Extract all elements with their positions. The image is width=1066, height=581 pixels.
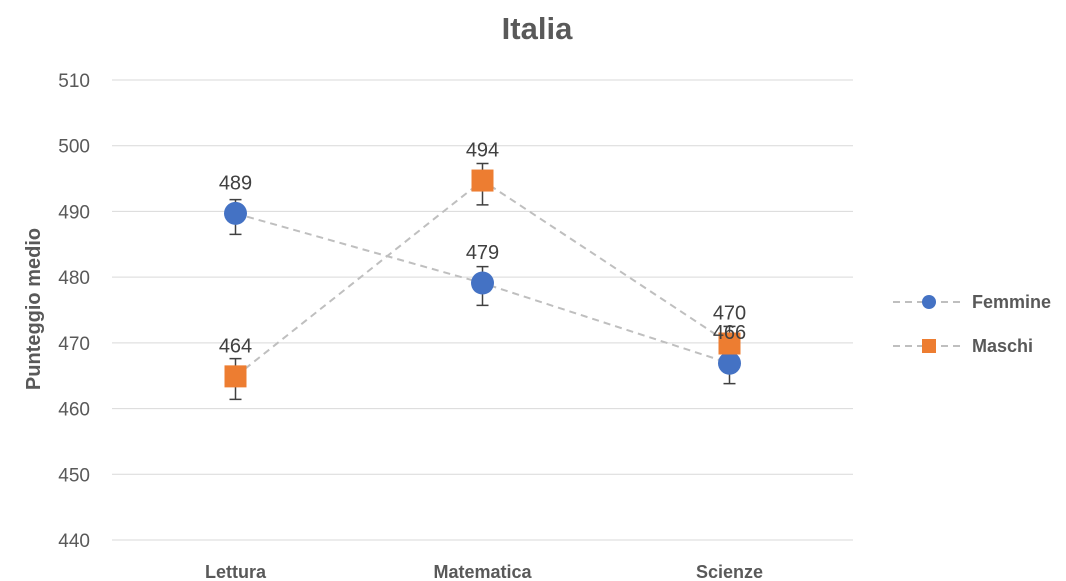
y-axis-label: Punteggio medio <box>23 228 45 390</box>
chart-title: Italia <box>502 11 573 46</box>
data-point-femmine <box>718 351 741 375</box>
y-tick-label: 450 <box>58 465 90 486</box>
data-label: 489 <box>219 172 252 194</box>
x-tick-label: Scienze <box>696 562 763 581</box>
y-tick-label: 500 <box>58 137 90 158</box>
y-tick-label: 490 <box>58 202 90 223</box>
data-point-femmine <box>471 271 494 295</box>
legend-marker-femmine <box>922 295 936 309</box>
legend-marker-maschi <box>922 339 936 353</box>
legend-label: Femmine <box>972 292 1051 312</box>
legend: Femmine Maschi <box>893 292 1051 356</box>
data-point-maschi <box>224 365 247 388</box>
y-tick-label: 470 <box>58 334 90 355</box>
legend-label: Maschi <box>972 336 1033 356</box>
data-label: 494 <box>466 140 499 162</box>
x-tick-label: Lettura <box>205 562 267 581</box>
data-label: 479 <box>466 242 499 264</box>
y-axis-ticks: 510 500 490 480 470 460 450 440 <box>58 71 90 552</box>
data-label: 466 <box>713 322 746 344</box>
data-point-maschi <box>718 332 741 355</box>
data-point-maschi <box>471 169 494 192</box>
y-tick-label: 480 <box>58 268 90 289</box>
x-tick-label: Matematica <box>433 562 532 581</box>
x-axis-ticks: Lettura Matematica Scienze <box>205 562 763 581</box>
y-tick-label: 460 <box>58 400 90 421</box>
data-label: 464 <box>219 335 252 357</box>
data-markers <box>224 169 741 388</box>
y-tick-label: 440 <box>58 531 90 552</box>
data-label: 470 <box>713 303 746 325</box>
data-point-femmine <box>224 201 247 225</box>
y-tick-label: 510 <box>58 71 90 92</box>
data-labels: 489 479 466 464 494 470 <box>219 140 746 358</box>
